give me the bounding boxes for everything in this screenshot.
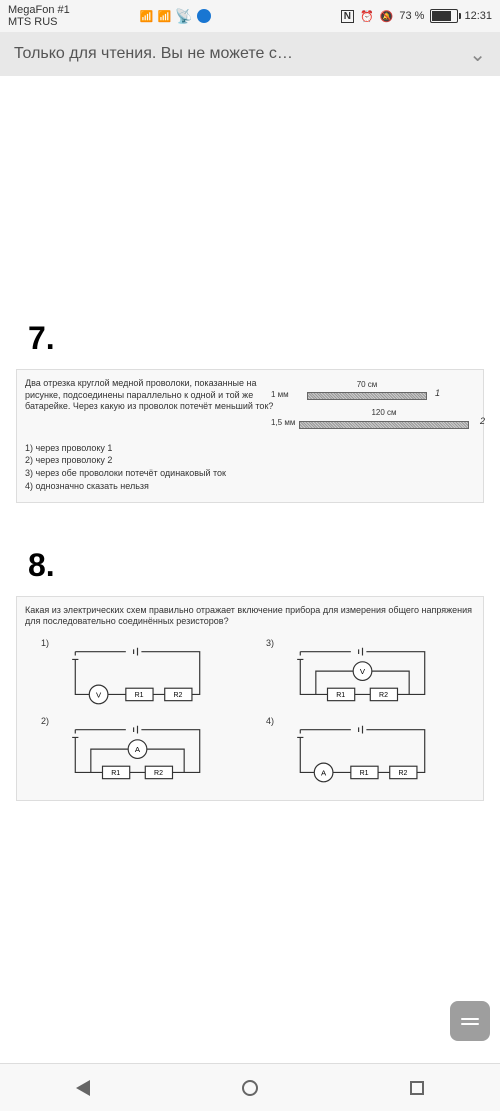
- signal-2-icon: 📶: [158, 10, 172, 23]
- svg-text:R1: R1: [111, 770, 120, 777]
- circuit-1-label: 1): [41, 638, 49, 650]
- wire-1-diameter: 1 мм: [271, 390, 289, 400]
- svg-text:R2: R2: [398, 770, 407, 777]
- alarm-icon: ⏰: [360, 10, 374, 23]
- wire-1-number: 1: [435, 388, 440, 400]
- battery-icon: [430, 9, 458, 23]
- circuits-grid: 1) V R1 R2 3): [25, 636, 475, 792]
- nav-back-button[interactable]: [76, 1080, 90, 1096]
- fab-line-icon: [461, 1023, 479, 1025]
- readonly-bar[interactable]: Только для чтения. Вы не можете с… ⌄: [0, 32, 500, 76]
- answer-3: 3) через обе проволоки потечёт одинаковы…: [25, 468, 475, 480]
- fab-menu-button[interactable]: [450, 1001, 490, 1041]
- signal-icons: 📶 📶 📡: [140, 8, 211, 25]
- problem-8-box: Какая из электрических схем правильно от…: [16, 596, 484, 801]
- wire-1-bar: [307, 392, 427, 400]
- circuit-4-label: 4): [266, 716, 274, 728]
- silent-icon: 🔕: [380, 10, 394, 23]
- svg-text:R2: R2: [154, 770, 163, 777]
- nav-home-button[interactable]: [242, 1080, 258, 1096]
- carrier-2: MTS RUS: [8, 16, 70, 28]
- circuit-2: 2) A R1 R2: [29, 718, 246, 788]
- status-right: N ⏰ 🔕 73 % 12:31: [341, 9, 492, 23]
- document-content[interactable]: 7. Два отрезка круглой медной проволоки,…: [0, 296, 500, 801]
- status-bar: MegaFon #1 MTS RUS 📶 📶 📡 N ⏰ 🔕 73 % 12:3…: [0, 0, 500, 32]
- wire-2-length: 120 см: [299, 408, 469, 418]
- answer-2: 2) через проволоку 2: [25, 455, 475, 467]
- carrier-info: MegaFon #1 MTS RUS: [8, 4, 70, 28]
- wire-2-bar: [299, 421, 469, 429]
- problem-7-text: Два отрезка круглой медной проволоки, по…: [25, 378, 287, 437]
- circuit-4: 4) A R1 R2: [254, 718, 471, 788]
- svg-text:R1: R1: [135, 692, 144, 699]
- fab-line-icon: [461, 1018, 479, 1020]
- readonly-text: Только для чтения. Вы не можете с…: [14, 45, 293, 63]
- svg-text:V: V: [96, 690, 102, 699]
- problem-7-box: Два отрезка круглой медной проволоки, по…: [16, 369, 484, 503]
- wifi-icon: 📡: [175, 8, 192, 25]
- clock-time: 12:31: [464, 10, 492, 22]
- problem-8-number: 8.: [0, 523, 500, 596]
- wire-2-number: 2: [480, 416, 485, 428]
- svg-text:R2: R2: [379, 692, 388, 699]
- nav-recent-button[interactable]: [410, 1081, 424, 1095]
- svg-text:R1: R1: [336, 692, 345, 699]
- svg-text:V: V: [360, 667, 366, 676]
- svg-text:A: A: [321, 768, 327, 777]
- wire-2-diameter: 1,5 мм: [271, 418, 295, 428]
- answer-4: 4) однозначно сказать нельзя: [25, 481, 475, 493]
- svg-text:R1: R1: [360, 770, 369, 777]
- circuit-3: 3) V R1 R2: [254, 640, 471, 710]
- android-nav-bar: [0, 1063, 500, 1111]
- signal-1-icon: 📶: [140, 10, 154, 23]
- wire-1-length: 70 см: [307, 380, 427, 390]
- notification-dot-icon: [197, 9, 211, 23]
- problem-8-text: Какая из электрических схем правильно от…: [25, 605, 475, 628]
- circuit-3-label: 3): [266, 638, 274, 650]
- circuit-2-label: 2): [41, 716, 49, 728]
- svg-text:A: A: [135, 745, 141, 754]
- svg-text:R2: R2: [173, 692, 182, 699]
- chevron-down-icon[interactable]: ⌄: [469, 42, 486, 67]
- carrier-1: MegaFon #1: [8, 4, 70, 16]
- problem-7-number: 7.: [0, 296, 500, 369]
- nfc-icon: N: [341, 10, 354, 23]
- problem-7-answers: 1) через проволоку 1 2) через проволоку …: [25, 443, 475, 493]
- answer-1: 1) через проволоку 1: [25, 443, 475, 455]
- problem-7-diagram: 70 см 1 мм 1 120 см 1,5 мм 2: [295, 378, 475, 437]
- battery-percent: 73 %: [399, 10, 424, 22]
- circuit-1: 1) V R1 R2: [29, 640, 246, 710]
